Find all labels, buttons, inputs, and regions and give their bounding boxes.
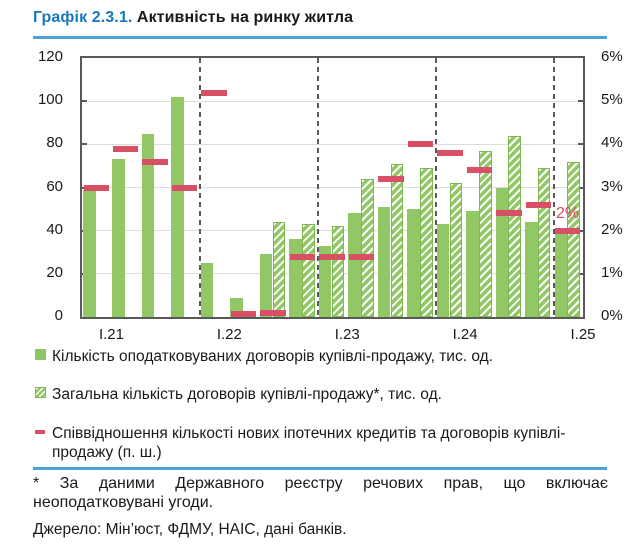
plot-area — [80, 56, 585, 319]
left-axis-label-60: 60 — [46, 177, 63, 195]
legend-item-taxed-deals: Кількість оподатковуваних договорів купі… — [35, 347, 610, 366]
right-axis-tick-4pct — [578, 143, 583, 146]
title-divider — [33, 36, 607, 39]
footnote: * За даними Державного реєстру речових п… — [33, 475, 608, 512]
bar-total-IV.24 — [537, 168, 551, 317]
left-axis-label-120: 120 — [37, 48, 63, 65]
ratio-dash-II.24 — [466, 167, 493, 174]
bar-taxed-II.24 — [466, 211, 479, 317]
ratio-dash-IV.23 — [407, 141, 434, 148]
legend-label-taxed-deals: Кількість оподатковуваних договорів купі… — [52, 348, 493, 365]
ratio-dash-II.21 — [112, 145, 139, 152]
footnote-divider — [33, 467, 607, 470]
bar-total-II.23 — [361, 178, 374, 317]
ratio-dash-III.24 — [496, 210, 522, 217]
bar-taxed-III.23 — [377, 206, 391, 317]
source-note: Джерело: Мін’юст, ФДМУ, НАІС, дані банкі… — [33, 521, 347, 538]
x-axis-label-I.22: I.22 — [216, 326, 242, 343]
ratio-dash-I.23 — [319, 253, 345, 260]
ratio-dash-II.22 — [230, 311, 257, 317]
gridline-60 — [82, 187, 583, 188]
footnote-line-1: * За даними Державного реєстру речових п… — [33, 475, 608, 492]
left-axis-label-80: 80 — [46, 134, 63, 152]
bar-total-I.25 — [567, 161, 580, 317]
right-axis-label-4%: 4% — [601, 134, 623, 152]
legend-label-total-deals: Загальна кількість договорів купівлі-про… — [52, 386, 442, 403]
left-axis-label-20: 20 — [46, 263, 63, 281]
right-axis-tick-3pct — [578, 186, 583, 189]
ratio-dash-II.23 — [348, 253, 375, 260]
bar-taxed-I.23 — [318, 245, 332, 317]
bar-taxed-IV.24 — [525, 222, 538, 317]
year-separator — [552, 58, 555, 317]
figure-title-row: Графік 2.3.1. Активність на ринку житла — [33, 9, 353, 27]
chart-number-label: Графік 2.3.1. — [33, 9, 133, 26]
x-axis-label-I.21: I.21 — [98, 326, 124, 343]
bar-total-III.22 — [272, 222, 286, 317]
left-axis-tick-100 — [82, 100, 87, 103]
ratio-dash-III.22 — [260, 309, 286, 316]
footnote-line-2: неоподатковувані угоди. — [33, 493, 214, 511]
solid-green-square-icon — [35, 349, 46, 360]
legend-item-mortgage-ratio: Співвідношення кількості нових іпотечних… — [35, 424, 610, 462]
bar-taxed-I.22 — [200, 263, 214, 317]
legend-label-mortgage-ratio: Співвідношення кількості нових іпотечних… — [52, 425, 566, 461]
bar-taxed-III.21 — [141, 133, 155, 317]
right-axis-label-2%: 2% — [601, 220, 623, 238]
legend-item-total-deals: Загальна кількість договорів купівлі-про… — [35, 385, 610, 404]
x-axis-label-I.24: I.24 — [452, 326, 478, 343]
ratio-dash-IV.24 — [525, 201, 552, 208]
ratio-dash-III.23 — [378, 175, 404, 182]
ratio-annotation: 2% — [556, 205, 580, 222]
left-axis-tick-80 — [82, 143, 87, 146]
bar-taxed-II.23 — [348, 213, 361, 317]
bar-taxed-I.24 — [436, 224, 450, 317]
page-title: Активність на ринку житла — [136, 9, 354, 26]
right-axis-tick-5pct — [578, 100, 583, 103]
bar-total-II.24 — [479, 150, 492, 317]
bar-taxed-I.21 — [83, 189, 96, 317]
year-separator — [316, 58, 319, 317]
ratio-dash-IV.22 — [289, 253, 316, 260]
left-axis-label-100: 100 — [37, 91, 63, 109]
bar-taxed-III.24 — [495, 187, 509, 317]
bar-total-IV.22 — [302, 224, 315, 317]
hatched-green-square-icon — [35, 387, 46, 398]
ratio-dash-I.25 — [555, 227, 581, 234]
year-separator — [434, 58, 437, 317]
ratio-dash-I.22 — [201, 89, 227, 96]
right-axis-label-3%: 3% — [601, 177, 623, 195]
bar-total-III.24 — [508, 135, 521, 317]
bar-taxed-IV.21 — [171, 96, 184, 317]
right-axis-label-5%: 5% — [601, 91, 623, 109]
bar-taxed-III.22 — [259, 254, 273, 317]
bar-total-IV.23 — [420, 168, 433, 317]
year-separator — [198, 58, 201, 317]
right-axis-label-0%: 0% — [601, 307, 623, 324]
bar-total-I.24 — [449, 183, 463, 317]
bar-total-I.23 — [331, 226, 345, 317]
left-axis-label-0: 0 — [54, 307, 63, 324]
right-axis-label-6%: 6% — [601, 48, 623, 65]
bar-total-III.23 — [390, 163, 404, 317]
left-axis-label-40: 40 — [46, 220, 63, 238]
ratio-dash-I.21 — [83, 184, 109, 191]
ratio-dash-IV.21 — [171, 184, 198, 191]
red-dash-icon — [35, 430, 45, 434]
bar-taxed-IV.23 — [407, 209, 420, 317]
ratio-dash-III.21 — [142, 158, 168, 165]
bar-taxed-II.21 — [112, 159, 125, 317]
right-axis-label-1%: 1% — [601, 263, 623, 281]
ratio-dash-I.24 — [437, 149, 463, 156]
bar-taxed-I.25 — [554, 230, 568, 317]
gridline-100 — [82, 100, 583, 102]
x-axis-label-I.23: I.23 — [334, 326, 360, 343]
right-axis-tick-2pct — [578, 229, 583, 232]
x-axis-label-I.25: I.25 — [570, 326, 596, 343]
bar-taxed-IV.22 — [289, 239, 302, 317]
gridline-80 — [82, 143, 583, 145]
right-axis-tick-1pct — [578, 272, 583, 275]
